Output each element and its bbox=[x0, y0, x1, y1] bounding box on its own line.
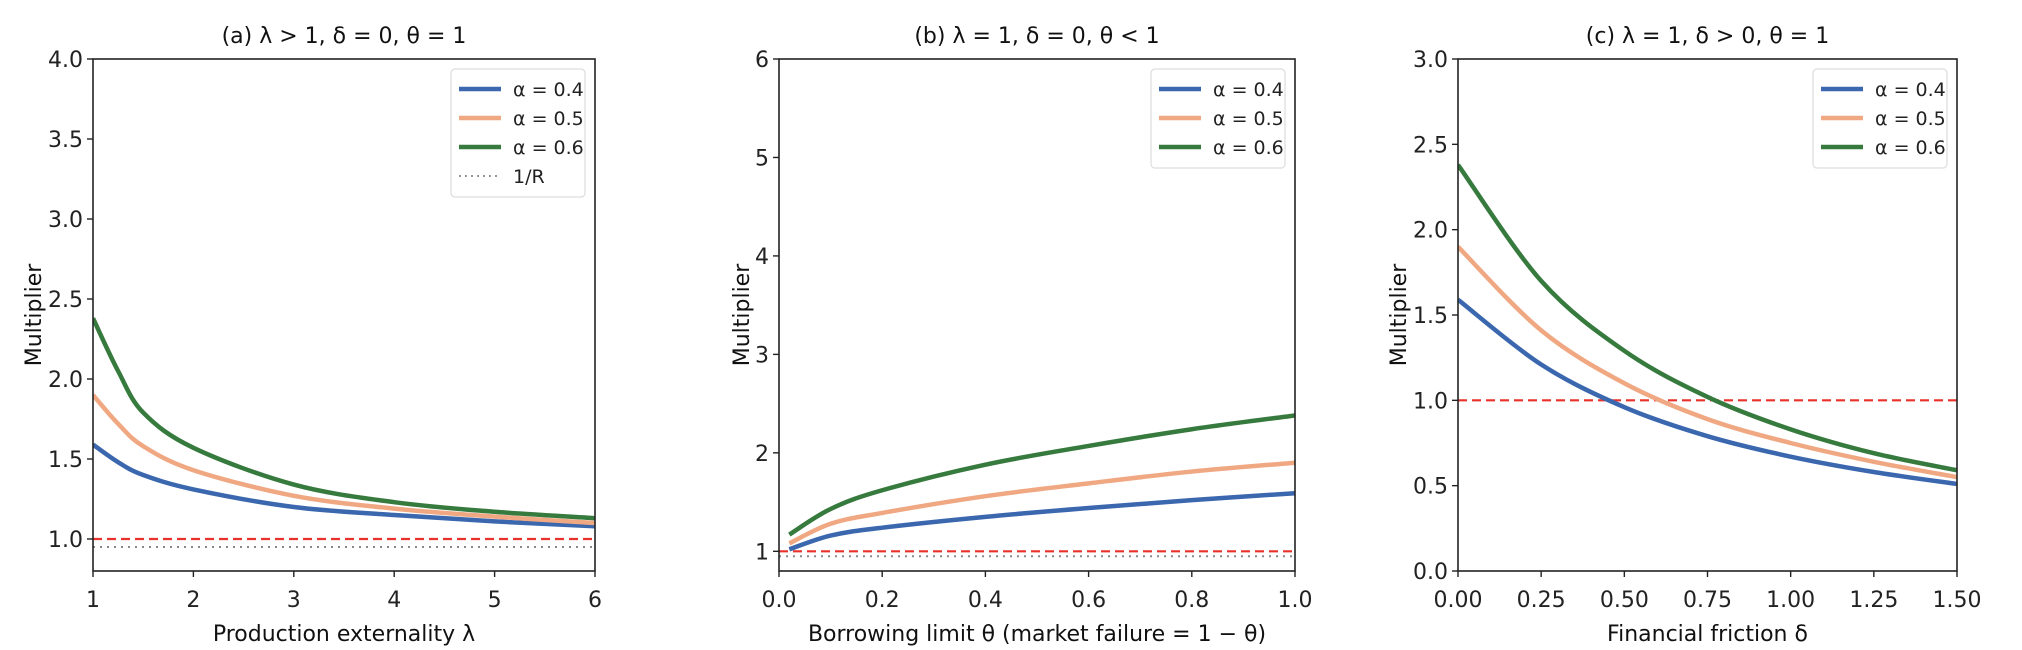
x-tick-label: 0.0 bbox=[762, 588, 797, 613]
x-tick-label: 1.50 bbox=[1933, 588, 1982, 613]
y-tick-label: 3.0 bbox=[1413, 48, 1448, 73]
axes-frame bbox=[778, 58, 1296, 572]
y-tick-label: 6 bbox=[755, 48, 769, 73]
legend-label-2: α = 0.6 bbox=[1213, 137, 1284, 159]
x-tick-label: 0.00 bbox=[1434, 588, 1483, 613]
x-tick-label: 1.00 bbox=[1766, 588, 1815, 613]
panel-a: 1 2 3 4 5 6 1.0 1.5 2.0 2.5 3.0 3.5 4.0 (a) λ > 1, δ … bbox=[22, 24, 602, 647]
y-tick-label: 1 bbox=[755, 540, 769, 565]
y-tick-label: 2.5 bbox=[48, 288, 83, 313]
panel-c: 0.00 0.25 0.50 0.75 1.00 1.25 1.50 0.0 0.5 1.0 1.5… bbox=[1387, 24, 1981, 647]
legend-box bbox=[1812, 68, 1948, 169]
x-axis-label: Production externality λ bbox=[213, 622, 475, 647]
series-line-1 bbox=[93, 393, 595, 526]
x-tick-label: 2 bbox=[186, 588, 200, 613]
y-tick-label: 0.5 bbox=[1413, 475, 1448, 500]
y-tick-label: 2.0 bbox=[1413, 219, 1448, 244]
y-tick-label: 1.0 bbox=[48, 528, 83, 553]
legend-label-3: 1/R bbox=[513, 166, 545, 188]
legend-box bbox=[1150, 68, 1286, 169]
legend-label-1: α = 0.5 bbox=[1213, 108, 1284, 130]
x-tick-label: 0.4 bbox=[968, 588, 1003, 613]
y-tick-label: 3 bbox=[755, 343, 769, 368]
x-tick-label: 0.50 bbox=[1600, 588, 1649, 613]
legend-label-2: α = 0.6 bbox=[1875, 137, 1946, 159]
x-tick-label: 1.25 bbox=[1849, 588, 1898, 613]
series-line-1 bbox=[1458, 245, 1957, 480]
legend-label-0: α = 0.4 bbox=[513, 79, 584, 101]
series-line-2 bbox=[1458, 163, 1957, 473]
y-tick-label: 1.5 bbox=[1413, 304, 1448, 329]
y-tick-label: 3.0 bbox=[48, 208, 83, 233]
y-axis-label: Multiplier bbox=[22, 263, 47, 367]
x-tick-label: 0.75 bbox=[1683, 588, 1732, 613]
legend: α = 0.4 α = 0.5 α = 0.6 bbox=[1812, 68, 1948, 169]
y-tick-label: 2.5 bbox=[1413, 133, 1448, 158]
panel-b: 0.0 0.2 0.4 0.6 0.8 1.0 1 2 3 4 5 6 (b) λ = 1, δ = 0… bbox=[730, 24, 1313, 647]
y-tick-label: 3.5 bbox=[48, 128, 83, 153]
series-line-0 bbox=[1458, 297, 1957, 487]
y-axis-label: Multiplier bbox=[730, 263, 755, 367]
x-tick-label: 0.8 bbox=[1174, 588, 1209, 613]
x-tick-label: 0.6 bbox=[1071, 588, 1106, 613]
y-tick-label: 2 bbox=[755, 442, 769, 467]
series-line-2 bbox=[93, 317, 595, 521]
x-tick-label: 3 bbox=[287, 588, 301, 613]
series-line-0 bbox=[93, 442, 595, 529]
legend-box bbox=[450, 68, 586, 198]
x-tick-label: 5 bbox=[488, 588, 502, 613]
x-tick-label: 1 bbox=[86, 588, 100, 613]
legend-label-2: α = 0.6 bbox=[513, 137, 584, 159]
legend-label-0: α = 0.4 bbox=[1213, 79, 1284, 101]
legend: α = 0.4 α = 0.5 α = 0.6 1/R bbox=[450, 68, 586, 198]
legend-label-1: α = 0.5 bbox=[513, 108, 584, 130]
x-tick-label: 6 bbox=[588, 588, 602, 613]
y-tick-label: 0.0 bbox=[1413, 560, 1448, 585]
y-tick-label: 4 bbox=[755, 245, 769, 270]
x-axis-label: Financial friction δ bbox=[1607, 622, 1808, 647]
y-tick-label: 5 bbox=[755, 146, 769, 171]
chart-title: (b) λ = 1, δ = 0, θ < 1 bbox=[914, 24, 1159, 49]
series-line-2 bbox=[788, 413, 1295, 537]
y-tick-label: 2.0 bbox=[48, 368, 83, 393]
y-tick-label: 1.0 bbox=[1413, 389, 1448, 414]
legend-label-0: α = 0.4 bbox=[1875, 79, 1946, 101]
chart-title: (a) λ > 1, δ = 0, θ = 1 bbox=[222, 24, 467, 49]
series-line-1 bbox=[788, 460, 1295, 546]
x-tick-label: 4 bbox=[387, 588, 401, 613]
x-tick-label: 0.25 bbox=[1517, 588, 1566, 613]
series-line-0 bbox=[788, 490, 1295, 552]
x-tick-label: 1.0 bbox=[1278, 588, 1313, 613]
y-tick-label: 4.0 bbox=[48, 48, 83, 73]
x-tick-label: 0.2 bbox=[865, 588, 900, 613]
y-axis-label: Multiplier bbox=[1387, 263, 1412, 367]
y-tick-label: 1.5 bbox=[48, 448, 83, 473]
legend-label-1: α = 0.5 bbox=[1875, 108, 1946, 130]
chart-title: (c) λ = 1, δ > 0, θ = 1 bbox=[1586, 24, 1829, 49]
x-axis-label: Borrowing limit θ (market failure = 1 − … bbox=[808, 622, 1266, 647]
axes-frame bbox=[92, 58, 596, 572]
legend: α = 0.4 α = 0.5 α = 0.6 bbox=[1150, 68, 1286, 169]
